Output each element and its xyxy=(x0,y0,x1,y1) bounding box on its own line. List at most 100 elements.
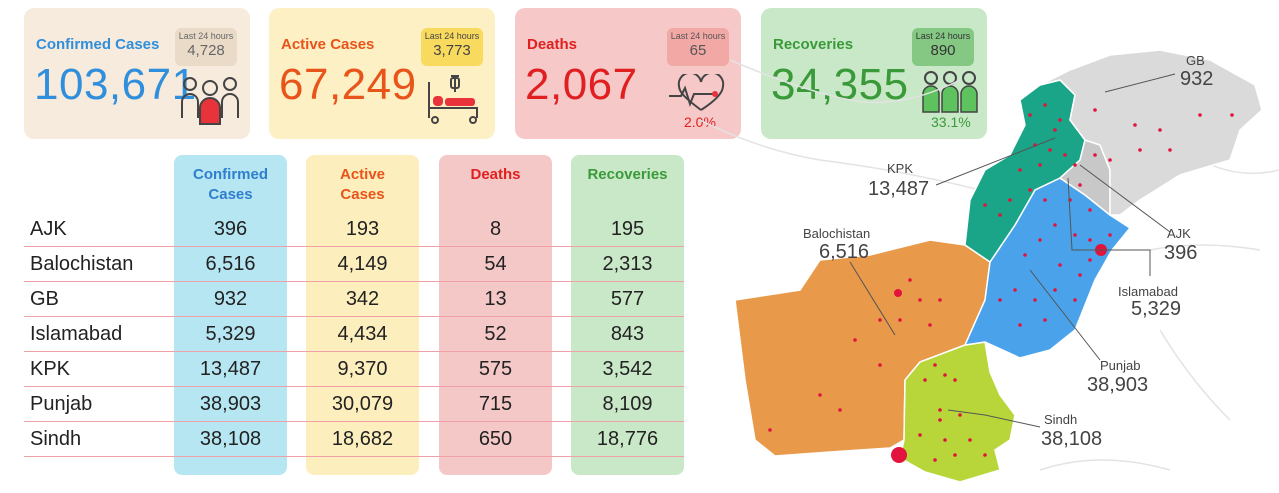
deaths-percentage: 2.0% xyxy=(684,114,716,130)
map-value-islamabad: 5,329 xyxy=(1131,298,1182,320)
case-dot xyxy=(908,278,912,282)
table-cell-deaths: 52 xyxy=(484,323,507,345)
last24-value: 4,728 xyxy=(187,42,225,59)
row-divider xyxy=(24,421,684,422)
confirmed-last24-badge: Last 24 hours 4,728 xyxy=(175,28,237,66)
deaths-last24-badge: Last 24 hours 65 xyxy=(667,28,729,66)
table-cell-active: 193 xyxy=(345,218,380,240)
row-label-region: Balochistan xyxy=(30,253,134,275)
map-value-punjab: 38,903 xyxy=(1087,374,1149,396)
case-dot xyxy=(918,433,922,437)
map-label-kpk: KPK xyxy=(887,161,914,176)
case-dot xyxy=(1053,288,1057,292)
active-cases-card: Active Cases 67,249 Last 24 hours 3,773 xyxy=(269,8,495,139)
case-dot xyxy=(953,453,957,457)
row-label-region: Punjab xyxy=(30,393,93,415)
case-dot xyxy=(1133,123,1137,127)
hospital-bed-icon xyxy=(428,75,478,124)
case-dot xyxy=(898,318,902,322)
case-dot xyxy=(943,438,947,442)
row-divider xyxy=(24,246,684,247)
last24-label: Last 24 hours xyxy=(915,31,971,41)
active-last24-badge: Last 24 hours 3,773 xyxy=(421,28,483,66)
case-dot xyxy=(1063,153,1067,157)
map-label-punjab: Punjab xyxy=(1100,358,1141,373)
case-dot xyxy=(983,203,987,207)
table-cell-recoveries: 843 xyxy=(610,323,645,345)
case-dot xyxy=(1108,158,1112,162)
map-value-ajk: 396 xyxy=(1164,242,1198,264)
table-cell-confirmed: 932 xyxy=(213,288,248,310)
confirmed-cases-value: 103,671 xyxy=(34,60,197,109)
case-dot xyxy=(1138,148,1142,152)
table-cell-deaths: 715 xyxy=(478,393,513,415)
deaths-column-bg xyxy=(439,155,552,475)
case-dot xyxy=(1073,163,1077,167)
map-label-islamabad: Islamabad xyxy=(1118,284,1178,299)
case-dot xyxy=(968,438,972,442)
neighbour-borders xyxy=(699,59,1279,471)
case-dot xyxy=(933,363,937,367)
row-label-region: AJK xyxy=(30,218,67,240)
table-cell-recoveries: 2,313 xyxy=(602,253,653,275)
last24-value: 3,773 xyxy=(433,42,471,59)
case-dot xyxy=(928,323,932,327)
row-divider xyxy=(24,281,684,282)
row-divider xyxy=(24,351,684,352)
case-dot xyxy=(1108,233,1112,237)
table-cell-recoveries: 8,109 xyxy=(602,393,653,415)
table-cell-confirmed: 6,516 xyxy=(205,253,256,275)
large-dot-balochistan xyxy=(894,289,902,297)
recovered-group-icon xyxy=(922,71,978,113)
row-label-region: KPK xyxy=(30,358,71,380)
active-column-header: Active Cases xyxy=(306,165,419,205)
case-dot xyxy=(1058,263,1062,267)
map-label-sindh: Sindh xyxy=(1044,412,1078,427)
table-cell-confirmed: 38,903 xyxy=(199,393,262,415)
recoveries-last24-badge: Last 24 hours 890 xyxy=(912,28,974,66)
case-dot xyxy=(1043,198,1047,202)
case-dot xyxy=(1008,198,1012,202)
case-dot xyxy=(1198,113,1202,117)
row-label-region: GB xyxy=(30,288,59,310)
table-cell-confirmed: 396 xyxy=(213,218,248,240)
table-cell-active: 4,434 xyxy=(337,323,388,345)
case-dot xyxy=(853,338,857,342)
table-cell-deaths: 8 xyxy=(489,218,502,240)
case-dot xyxy=(878,363,882,367)
case-dot xyxy=(1088,238,1092,242)
case-dot xyxy=(953,378,957,382)
case-dot xyxy=(1073,233,1077,237)
deaths-card: Deaths 2,067 Last 24 hours 65 2.0% xyxy=(515,8,741,139)
case-dot xyxy=(818,393,822,397)
recoveries-percentage: 33.1% xyxy=(931,114,971,130)
case-dot xyxy=(998,213,1002,217)
row-label-region: Sindh xyxy=(30,428,82,450)
table-cell-active: 30,079 xyxy=(331,393,394,415)
case-dot xyxy=(1038,238,1042,242)
case-dot xyxy=(1028,188,1032,192)
case-dot xyxy=(938,408,942,412)
confirmed-column-header: Confirmed Cases xyxy=(174,165,287,205)
case-dot xyxy=(1043,103,1047,107)
last24-value: 65 xyxy=(689,42,707,59)
header-line: Active xyxy=(339,166,386,183)
active-cases-title: Active Cases xyxy=(281,36,375,53)
table-cell-confirmed: 13,487 xyxy=(199,358,262,380)
last24-label: Last 24 hours xyxy=(424,31,480,41)
case-dot xyxy=(923,378,927,382)
table-cell-active: 18,682 xyxy=(331,428,394,450)
header-line: Cases xyxy=(340,186,385,203)
last24-label: Last 24 hours xyxy=(178,31,234,41)
active-cases-value: 67,249 xyxy=(279,60,417,109)
last24-value: 890 xyxy=(930,42,956,59)
header-line: Cases xyxy=(208,186,253,203)
table-cell-deaths: 54 xyxy=(484,253,507,275)
deaths-title: Deaths xyxy=(527,36,578,53)
deaths-column-header: Deaths xyxy=(470,166,521,183)
case-dot xyxy=(1093,153,1097,157)
case-dot xyxy=(998,298,1002,302)
case-dot xyxy=(943,373,947,377)
map-value-kpk: 13,487 xyxy=(868,178,930,200)
table-cell-confirmed: 5,329 xyxy=(205,323,256,345)
